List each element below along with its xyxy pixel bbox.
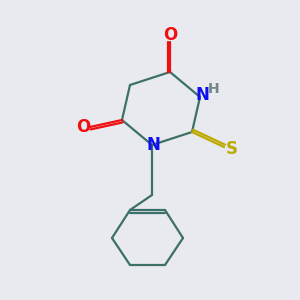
- Text: S: S: [226, 140, 238, 158]
- Text: N: N: [146, 136, 160, 154]
- Text: N: N: [195, 86, 209, 104]
- Text: O: O: [163, 26, 177, 44]
- Text: O: O: [76, 118, 90, 136]
- Text: H: H: [208, 82, 220, 96]
